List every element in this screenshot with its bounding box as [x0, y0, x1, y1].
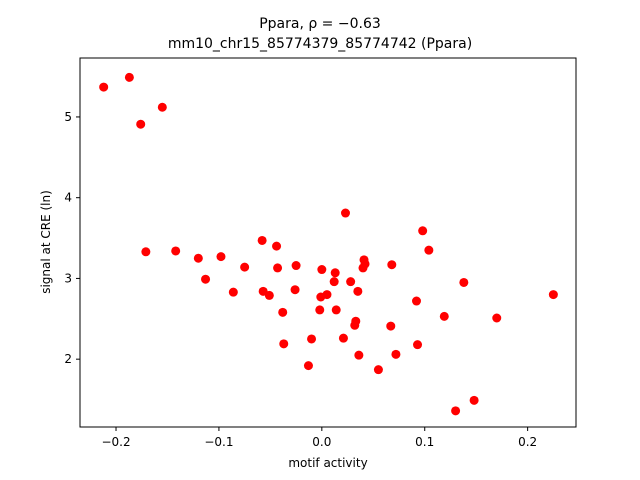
data-point-0 [99, 82, 109, 92]
data-point-7 [201, 274, 211, 284]
data-point-49 [459, 277, 469, 287]
data-point-40 [386, 321, 396, 331]
y-tick-label: 5 [64, 110, 72, 124]
data-point-50 [469, 395, 479, 405]
data-point-4 [141, 247, 151, 257]
y-axis-label: signal at CRE (ln) [39, 190, 53, 294]
data-point-17 [279, 339, 289, 349]
chart-title-line-1: Ppara, ρ = −0.63 [259, 16, 381, 32]
x-tick-label: 0.0 [312, 435, 331, 449]
data-point-18 [291, 261, 301, 271]
data-point-15 [273, 263, 283, 273]
data-point-29 [338, 333, 348, 343]
data-point-22 [315, 305, 325, 315]
data-point-39 [373, 365, 383, 375]
data-point-42 [391, 349, 401, 359]
data-point-14 [272, 241, 282, 251]
data-point-38 [360, 259, 370, 269]
data-point-51 [492, 313, 502, 323]
data-point-52 [548, 290, 558, 300]
data-point-34 [353, 286, 363, 296]
data-point-6 [193, 253, 203, 263]
data-point-9 [228, 287, 238, 297]
data-point-21 [307, 334, 317, 344]
data-point-45 [418, 226, 428, 236]
data-points [99, 72, 558, 416]
data-point-47 [439, 311, 449, 321]
chart-title-line-2: mm10_chr15_85774379_85774742 (Ppara) [168, 36, 472, 52]
data-point-26 [329, 277, 339, 287]
data-point-28 [331, 305, 341, 315]
data-point-30 [340, 208, 350, 218]
data-point-16 [278, 307, 288, 317]
data-point-27 [330, 268, 340, 278]
x-axis-label: motif activity [288, 456, 367, 470]
data-point-33 [351, 316, 361, 326]
data-point-11 [257, 235, 267, 245]
data-point-2 [157, 102, 167, 112]
x-tick-label: 0.1 [415, 435, 434, 449]
x-tick-label: 0.2 [518, 435, 537, 449]
x-tick-label: −0.2 [101, 435, 130, 449]
data-point-44 [413, 340, 423, 350]
data-point-46 [424, 245, 434, 255]
data-point-24 [317, 265, 327, 275]
x-axis-ticks: −0.2 −0.1 0.0 0.1 0.2 [101, 427, 537, 449]
data-point-8 [216, 252, 226, 262]
x-tick-label: −0.1 [204, 435, 233, 449]
y-tick-label: 2 [64, 352, 72, 366]
y-tick-label: 3 [64, 271, 72, 285]
data-point-31 [346, 277, 356, 287]
data-point-19 [290, 285, 300, 295]
data-point-25 [322, 290, 332, 300]
data-point-13 [264, 290, 274, 300]
data-point-48 [451, 406, 461, 416]
data-point-10 [240, 262, 250, 272]
data-point-1 [124, 72, 134, 82]
data-point-41 [387, 260, 397, 270]
data-point-5 [171, 246, 181, 256]
data-point-20 [303, 361, 313, 371]
plot-area-frame [79, 57, 577, 428]
data-point-43 [412, 296, 421, 306]
y-tick-label: 4 [64, 191, 72, 205]
y-axis-ticks: 2 3 4 5 [64, 110, 80, 366]
data-point-35 [354, 350, 364, 360]
data-point-3 [136, 119, 146, 129]
